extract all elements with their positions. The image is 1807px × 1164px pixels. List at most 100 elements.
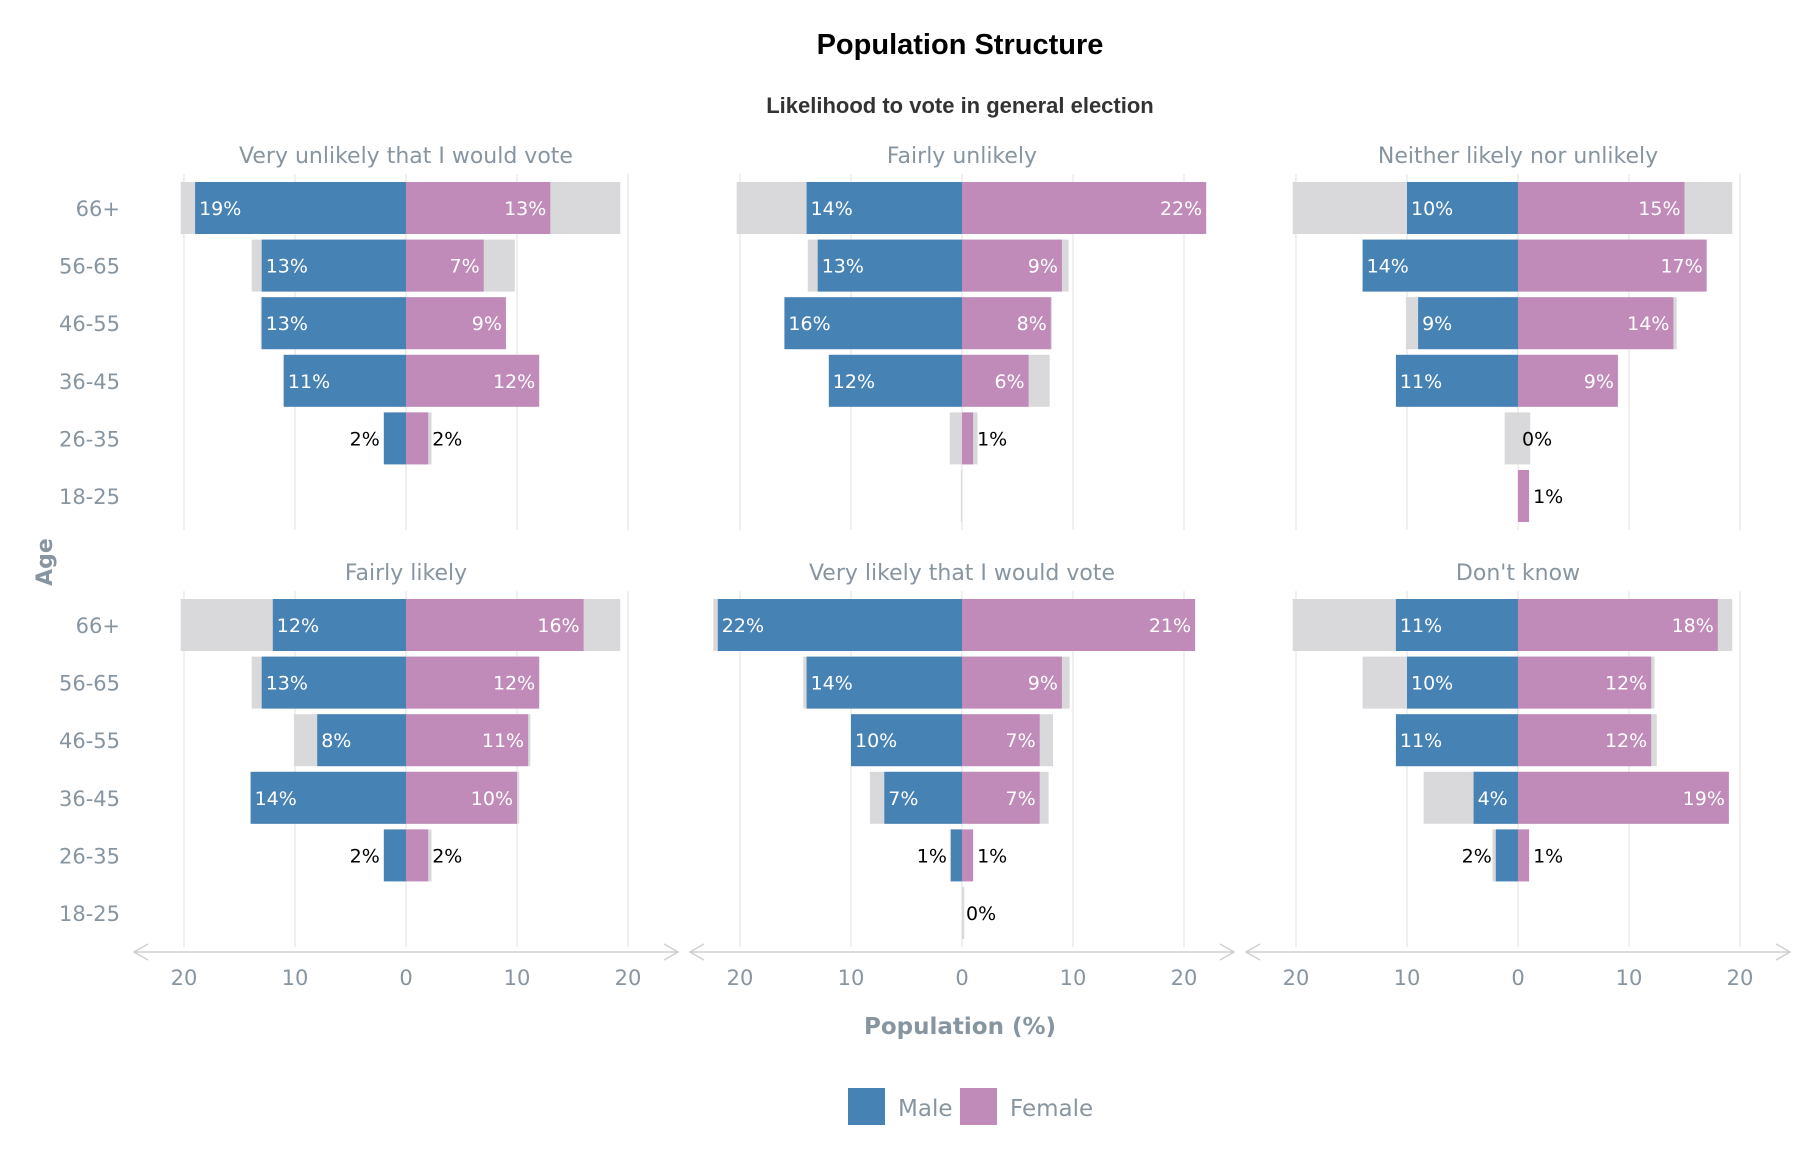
bar-label-male: 2% (350, 428, 380, 450)
bar-label-female: 9% (1584, 371, 1614, 393)
bar-label-female: 0% (966, 903, 996, 925)
facet-panel: Very likely that I would vote 22% 21% 14% 9%… (688, 561, 1236, 990)
x-tick-label: 20 (727, 966, 754, 990)
bar-label-male: 13% (266, 673, 308, 695)
facet-panel: Neither likely nor unlikely 10% 15% 14% 17% 9… (1292, 144, 1741, 530)
facet-panels: Very unlikely that I would vote 66+ 19% 13%… (59, 144, 1792, 990)
bar-female (406, 239, 484, 292)
bar-label-female: 1% (977, 428, 1007, 450)
facet-title: Fairly likely (345, 561, 467, 586)
bar-background-female (1518, 412, 1531, 465)
bar-male (261, 297, 406, 350)
bar-label-female: 1% (1533, 486, 1563, 508)
bar-label-female: 8% (1017, 313, 1047, 335)
bar-label-female: 12% (1605, 730, 1647, 752)
bar-label-male: 7% (888, 788, 918, 810)
bar-female (406, 771, 517, 824)
bar-label-female: 13% (504, 198, 546, 220)
facet-title: Fairly unlikely (887, 144, 1037, 169)
bar-female (406, 656, 540, 709)
x-tick-label: 20 (1171, 966, 1198, 990)
facet-title: Very likely that I would vote (809, 561, 1115, 586)
bar-male (717, 599, 962, 651)
bar-label-male: 19% (199, 198, 241, 220)
bar-label-female: 1% (1533, 845, 1563, 867)
bar-background-male (949, 412, 962, 465)
bar-male (950, 829, 962, 882)
bar-male (1495, 829, 1518, 882)
x-axis-title: Population (%) (864, 1014, 1056, 1040)
age-label: 56-65 (59, 255, 120, 279)
bar-label-male: 11% (288, 371, 330, 393)
bar-male (1407, 182, 1518, 234)
bar-male (1407, 656, 1518, 709)
legend: Male Female (848, 1088, 1093, 1125)
x-axis: 20 10 0 10 20 (132, 943, 680, 990)
bar-female (962, 656, 1062, 709)
bar-label-male: 14% (255, 788, 297, 810)
x-tick-label: 10 (838, 966, 865, 990)
bar-male (383, 412, 406, 465)
bar-label-male: 13% (266, 256, 308, 278)
age-label: 18-25 (59, 485, 120, 509)
bar-female (1518, 297, 1674, 350)
bar-female (1518, 771, 1729, 824)
bar-male (272, 599, 406, 651)
age-label: 46-55 (59, 729, 120, 753)
facet-panel: Don't know 11% 18% 10% 12% 11% 12% 4% 19% 2% 1% 20 1… (1244, 561, 1792, 990)
x-axis-arrow-right (663, 943, 680, 961)
bar-male (884, 771, 962, 824)
bar-male (261, 239, 406, 292)
bar-female (962, 829, 974, 882)
x-tick-label: 0 (1511, 966, 1524, 990)
bar-label-female: 10% (471, 788, 513, 810)
bar-label-female: 7% (450, 256, 480, 278)
bar-male (806, 656, 962, 709)
bar-female (1518, 470, 1530, 522)
age-label: 36-45 (59, 370, 120, 394)
bar-background-male (960, 470, 962, 522)
bar-female (962, 599, 1196, 651)
bar-label-female: 12% (493, 371, 535, 393)
bar-male (195, 182, 406, 234)
bar-label-female: 16% (537, 615, 579, 637)
x-tick-label: 20 (615, 966, 642, 990)
age-label: 46-55 (59, 312, 120, 336)
bar-background-female (962, 887, 965, 939)
bar-label-female: 6% (994, 371, 1024, 393)
x-axis-arrow-right (1219, 943, 1236, 961)
bar-background-male (1504, 412, 1518, 465)
x-tick-label: 10 (504, 966, 531, 990)
bar-male (817, 239, 962, 292)
bar-female (406, 412, 429, 465)
bar-label-male: 2% (350, 845, 380, 867)
x-tick-label: 0 (399, 966, 412, 990)
facet-panel: Fairly unlikely 14% 22% 13% 9% 16% 8% 12% 6% 1% (736, 144, 1207, 530)
legend-label-male: Male (898, 1096, 952, 1122)
bar-label-male: 11% (1400, 615, 1442, 637)
facet-title: Very unlikely that I would vote (239, 144, 573, 169)
bar-label-male: 4% (1478, 788, 1508, 810)
bar-male (261, 656, 406, 709)
facet-title: Don't know (1456, 561, 1580, 586)
age-label: 66+ (76, 614, 120, 638)
x-tick-label: 10 (282, 966, 309, 990)
x-axis-arrow-right (1775, 943, 1792, 961)
bar-label-female: 22% (1160, 198, 1202, 220)
bar-female (962, 714, 1040, 767)
bar-label-male: 2% (1462, 845, 1492, 867)
bar-label-male: 1% (917, 845, 947, 867)
bar-label-male: 9% (1422, 313, 1452, 335)
age-label: 36-45 (59, 787, 120, 811)
bar-label-male: 12% (277, 615, 319, 637)
bar-male (828, 354, 962, 407)
bar-male (1473, 771, 1518, 824)
bar-label-male: 11% (1400, 371, 1442, 393)
bar-label-female: 15% (1638, 198, 1680, 220)
bar-label-female: 21% (1149, 615, 1191, 637)
bar-label-female: 1% (977, 845, 1007, 867)
bar-female (406, 599, 584, 651)
x-tick-label: 10 (1060, 966, 1087, 990)
